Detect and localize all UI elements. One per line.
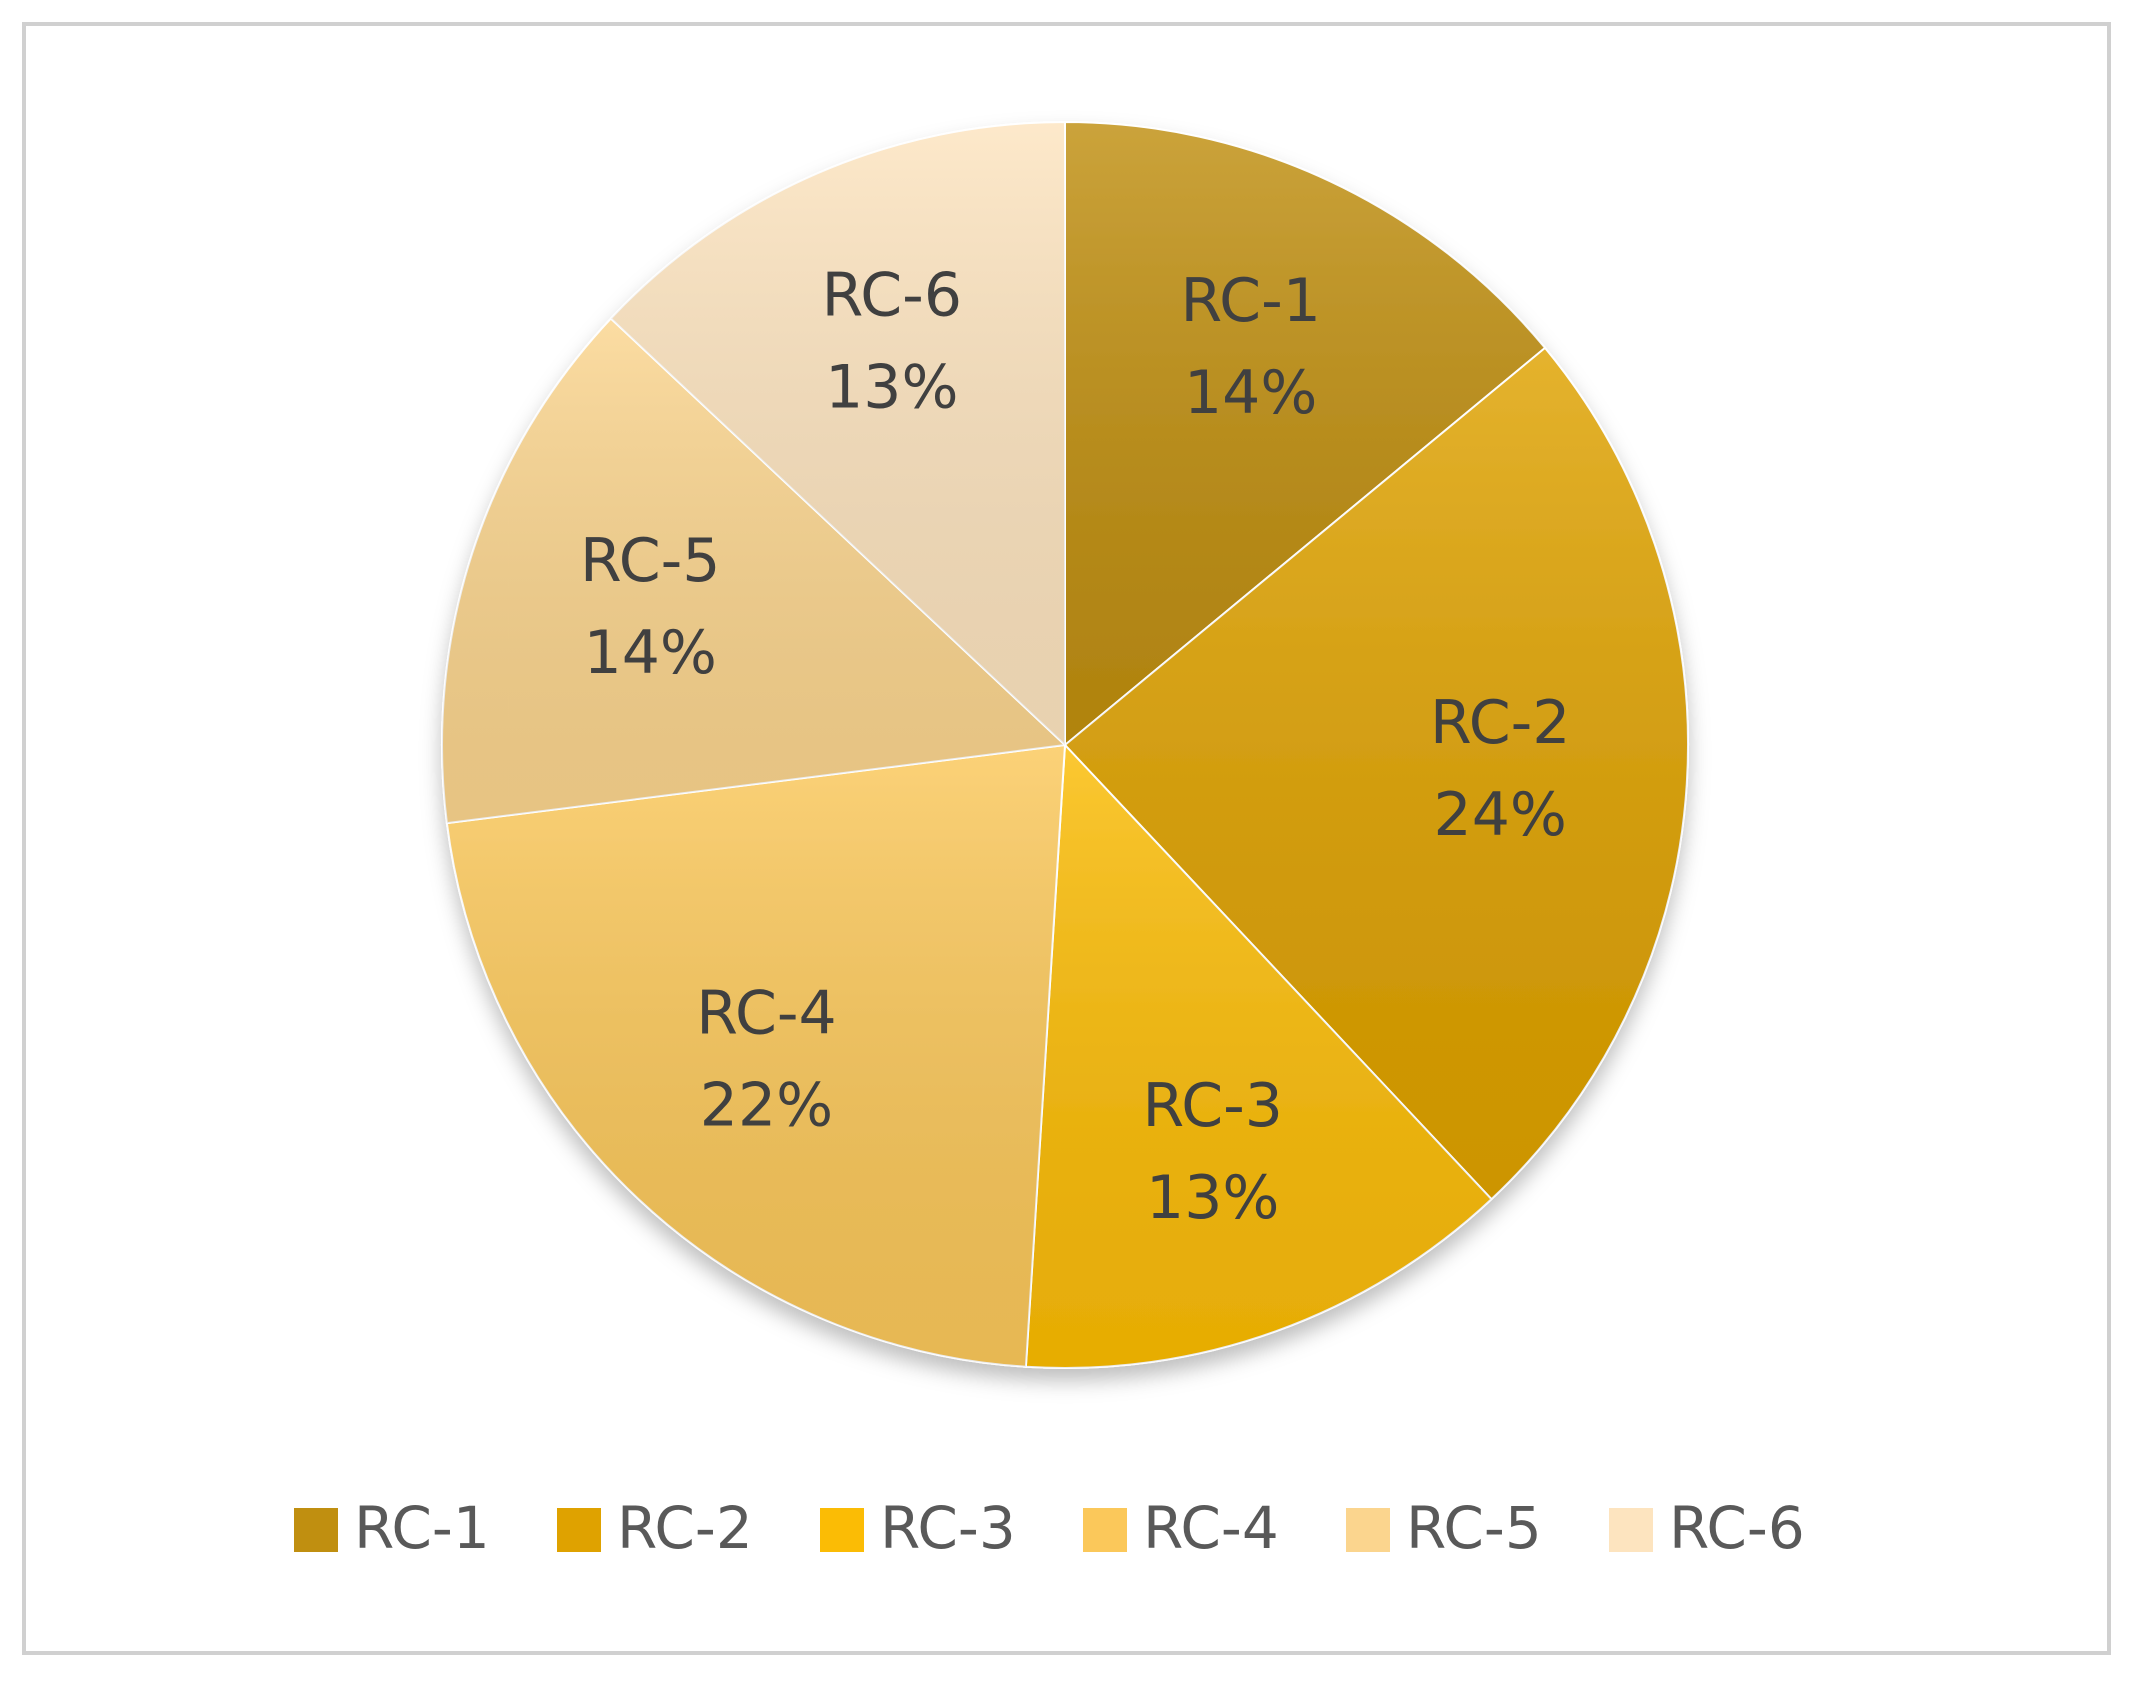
legend-swatch	[1083, 1508, 1127, 1552]
slice-category-label: RC-4	[696, 978, 836, 1048]
slice-value-label: 13%	[1146, 1163, 1279, 1233]
legend-label: RC-2	[617, 1494, 753, 1562]
slice-value-label: 14%	[584, 618, 717, 688]
legend-swatch	[1609, 1508, 1653, 1552]
slice-value-label: 13%	[825, 352, 958, 422]
legend-label: RC-5	[1406, 1494, 1542, 1562]
slice-category-label: RC-2	[1430, 688, 1570, 758]
legend-swatch	[294, 1508, 338, 1552]
legend-label: RC-3	[880, 1494, 1016, 1562]
legend-label: RC-4	[1143, 1494, 1279, 1562]
legend-label: RC-6	[1669, 1494, 1805, 1562]
slice-value-label: 14%	[1184, 358, 1317, 428]
legend-label: RC-1	[354, 1494, 490, 1562]
slice-category-label: RC-3	[1143, 1071, 1283, 1141]
legend-swatch	[820, 1508, 864, 1552]
slice-category-label: RC-5	[580, 526, 720, 596]
legend-swatch	[1346, 1508, 1390, 1552]
slice-value-label: 24%	[1434, 780, 1567, 850]
legend-swatch	[557, 1508, 601, 1552]
slice-category-label: RC-1	[1180, 266, 1320, 336]
slice-category-label: RC-6	[822, 260, 962, 330]
data-labels: RC-1 14% RC-2 24% RC-3 13% RC-4 22% RC-5 14% RC-6 1…	[580, 260, 1570, 1233]
slice-value-label: 22%	[700, 1070, 833, 1140]
legend: RC-1 RC-2 RC-3 RC-4 RC-5 RC-6	[294, 1494, 1805, 1562]
